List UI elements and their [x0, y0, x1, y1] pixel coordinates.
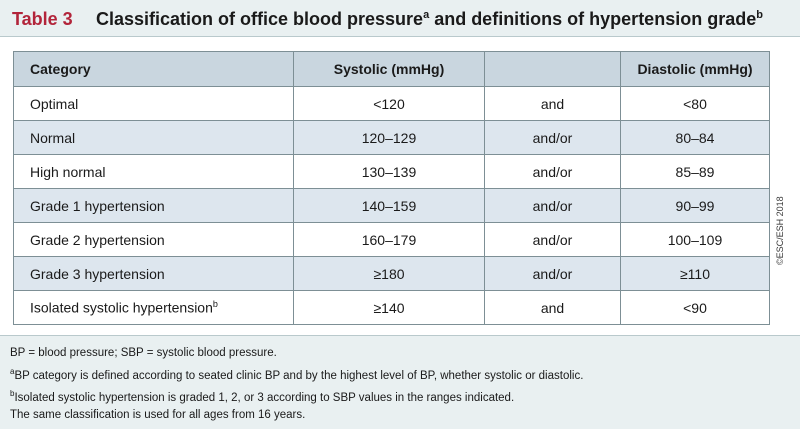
cell-category: High normal [13, 154, 294, 189]
footnote-divider [0, 335, 800, 336]
category-label: Optimal [30, 95, 79, 112]
table-body: Optimal <120 and <80 Normal 120–129 and/or 80–8… [13, 86, 770, 325]
cell-diastolic: <80 [620, 86, 770, 121]
table-row: Grade 2 hypertension 160–179 and/or 100–109 [13, 222, 770, 257]
table-header-row: Category Systolic (mmHg) Diastolic (mmHg… [13, 51, 770, 87]
cell-systolic: <120 [293, 86, 485, 121]
cell-conjunction: and/or [484, 256, 621, 291]
cell-diastolic: 90–99 [620, 188, 770, 223]
cell-conjunction: and/or [484, 120, 621, 155]
cell-conjunction: and [484, 86, 621, 121]
table-row: Grade 3 hypertension ≥180 and/or ≥110 [13, 256, 770, 291]
cell-systolic: 120–129 [293, 120, 485, 155]
cell-diastolic: <90 [620, 290, 770, 325]
footnote-final: The same classification is used for all … [10, 409, 306, 422]
cell-systolic: ≥140 [293, 290, 485, 325]
cell-category: Grade 3 hypertension [13, 256, 294, 291]
footnote-b-mark: b [10, 388, 15, 398]
title-divider [0, 36, 800, 37]
category-label: High normal [30, 163, 106, 180]
footnote-a-text: BP category is defined according to seat… [14, 369, 584, 382]
category-label: Normal [30, 129, 76, 146]
header-category: Category [13, 51, 294, 87]
footnote-a-mark: a [10, 366, 15, 376]
header-diastolic: Diastolic (mmHg) [620, 51, 770, 87]
category-footnote-mark: b [212, 299, 218, 310]
table-row: Grade 1 hypertension 140–159 and/or 90–99 [13, 188, 770, 223]
table-number: Table 3 [12, 9, 73, 29]
bp-classification-table: Category Systolic (mmHg) Diastolic (mmHg… [13, 51, 770, 325]
cell-category: Normal [13, 120, 294, 155]
title-rest: and definitions of hypertension grade [429, 9, 757, 29]
title-footnote-b-mark: b [756, 9, 763, 21]
cell-systolic: ≥180 [293, 256, 485, 291]
table-row: Isolated systolic hypertensionb ≥140 and <9… [13, 290, 770, 325]
title-footnote-a-mark: a [423, 9, 430, 21]
footnote-abbreviations: BP = blood pressure; SBP = systolic bloo… [10, 347, 277, 359]
footnote-b: bIsolated systolic hypertension is grade… [10, 385, 583, 407]
header-systolic: Systolic (mmHg) [293, 51, 485, 87]
cell-systolic: 160–179 [293, 222, 485, 257]
category-label: Grade 1 hypertension [30, 197, 165, 214]
table-row: High normal 130–139 and/or 85–89 [13, 154, 770, 189]
footnotes: BP = blood pressure; SBP = systolic bloo… [10, 345, 583, 425]
cell-category: Isolated systolic hypertensionb [13, 290, 294, 325]
cell-conjunction: and [484, 290, 621, 325]
category-label: Isolated systolic hypertension [30, 299, 213, 316]
footnote-a: aBP category is defined according to sea… [10, 363, 583, 385]
cell-conjunction: and/or [484, 154, 621, 189]
title-main: Classification of office blood pressure [96, 9, 424, 29]
footnote-b-text: Isolated systolic hypertension is graded… [14, 391, 515, 404]
cell-diastolic: 85–89 [620, 154, 770, 189]
cell-category: Grade 2 hypertension [13, 222, 294, 257]
cell-systolic: 140–159 [293, 188, 485, 223]
cell-systolic: 130–139 [293, 154, 485, 189]
cell-conjunction: and/or [484, 222, 621, 257]
title-bar: Table 3 Classification of office blood p… [0, 0, 800, 40]
copyright-note: ©ESC/ESH 2018 [775, 196, 785, 265]
cell-diastolic: 100–109 [620, 222, 770, 257]
cell-category: Grade 1 hypertension [13, 188, 294, 223]
category-label: Grade 2 hypertension [30, 231, 165, 248]
category-label: Grade 3 hypertension [30, 265, 165, 282]
table-title: Classification of office blood pressurea… [96, 9, 763, 30]
cell-category: Optimal [13, 86, 294, 121]
cell-conjunction: and/or [484, 188, 621, 223]
header-conjunction [484, 51, 621, 87]
table-row: Normal 120–129 and/or 80–84 [13, 120, 770, 155]
table-panel: Category Systolic (mmHg) Diastolic (mmHg… [0, 37, 800, 335]
cell-diastolic: 80–84 [620, 120, 770, 155]
cell-diastolic: ≥110 [620, 256, 770, 291]
table-row: Optimal <120 and <80 [13, 86, 770, 121]
